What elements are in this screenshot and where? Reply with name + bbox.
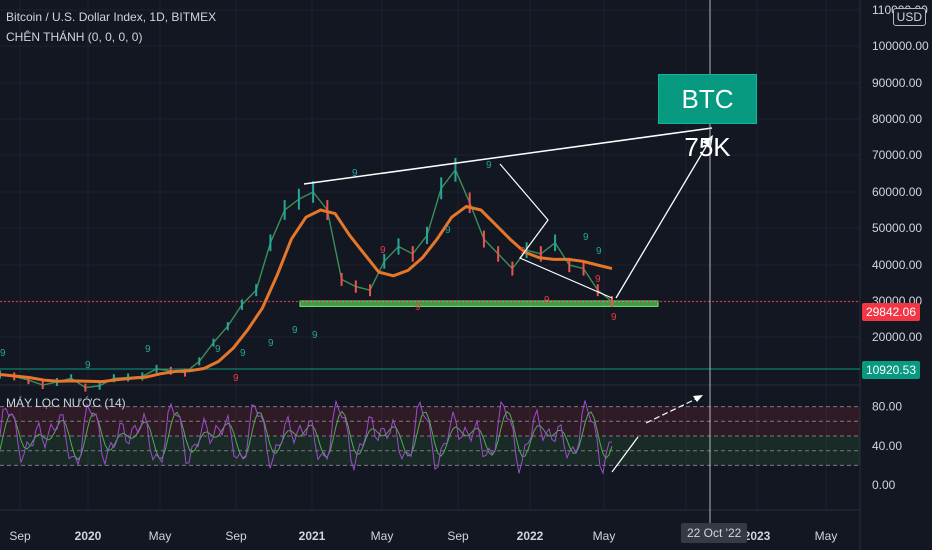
oscillator-axis-label: 80.00 <box>872 400 902 414</box>
price-line <box>0 168 613 389</box>
sequential-count: 9 <box>85 360 91 371</box>
oscillator-axis-label: 0.00 <box>872 478 896 492</box>
resistance-trendline <box>303 127 713 185</box>
time-axis[interactable]: Sep 2020 May Sep 2021 May Sep 2022 May 2023 May <box>9 529 837 543</box>
oscillator-label: MÁY LỌC NƯỚC (14) <box>6 396 126 410</box>
moving-average-line <box>0 204 613 384</box>
osc-arrowhead <box>693 395 703 402</box>
oscillator-axis-label: 40.00 <box>872 439 902 453</box>
price-axis-label: 100000.00 <box>872 39 929 53</box>
time-axis-label: May <box>815 529 838 543</box>
moving-average-series <box>0 204 613 384</box>
osc-arrow-1 <box>611 436 639 473</box>
sequential-count: 9 <box>415 302 421 313</box>
downtrend-drawing <box>499 163 613 299</box>
time-axis-label: Sep <box>447 529 469 543</box>
support-zone <box>0 300 860 370</box>
price-axis-label: 20000.00 <box>872 330 922 344</box>
sequential-count: 9 <box>352 168 358 179</box>
price-axis-label: 70000.00 <box>872 148 922 162</box>
sequential-count: 9 <box>380 245 386 256</box>
sequential-count: 9 <box>583 232 589 243</box>
sequential-count: 9 <box>312 330 318 341</box>
support-box <box>299 300 659 307</box>
oscillator-series <box>0 399 613 475</box>
symbol-title: Bitcoin / U.S. Dollar Index, 1D, BITMEX <box>6 10 217 24</box>
oscillator-signal-line <box>0 410 613 461</box>
osc-arrow-2 <box>645 396 701 424</box>
price-axis-label: 40000.00 <box>872 258 922 272</box>
sequential-count: 9 <box>292 325 298 336</box>
sequential-count: 9 <box>215 344 221 355</box>
sequential-count: 9 <box>520 246 526 257</box>
sequential-count: 9 <box>0 348 6 359</box>
time-axis-label: 2021 <box>299 529 326 543</box>
sequential-count: 9 <box>268 338 274 349</box>
time-axis-label: 2020 <box>75 529 102 543</box>
time-axis-label: May <box>149 529 172 543</box>
sequential-count: 9 <box>240 348 246 359</box>
time-axis-label: May <box>371 529 394 543</box>
oscillator-zones <box>0 406 860 466</box>
price-axis-label: 50000.00 <box>872 221 922 235</box>
time-axis-label: Sep <box>225 529 247 543</box>
price-axis[interactable]: 110000.00100000.0090000.0080000.0070000.… <box>872 3 929 492</box>
time-axis-label: 2022 <box>517 529 544 543</box>
sequential-count: 9 <box>145 344 151 355</box>
sequential-count: 9 <box>611 312 617 323</box>
price-axis-label: 60000.00 <box>872 185 922 199</box>
oscillator-main-line <box>0 399 613 475</box>
sequential-count: 9 <box>486 160 492 171</box>
sequential-count: 9 <box>596 246 602 257</box>
time-axis-label: Sep <box>9 529 31 543</box>
crosshair-date-label: 22 Oct '22 <box>681 523 748 543</box>
indicator-label: CHÊN THÁNH (0, 0, 0, 0) <box>6 30 143 44</box>
time-axis-label: May <box>593 529 616 543</box>
sequential-count: 9 <box>544 295 550 306</box>
projection-arrow <box>615 139 711 299</box>
time-axis-label: 2023 <box>744 529 771 543</box>
current-price-tag: 29842.06 <box>861 303 920 321</box>
price-series <box>0 157 613 392</box>
sequential-count: 9 <box>233 373 239 384</box>
btc-target-label: BTC 75K <box>658 74 757 162</box>
sequential-count: 9 <box>595 274 601 285</box>
currency-button[interactable]: USD <box>892 8 926 26</box>
support-price-tag: 10920.53 <box>861 361 920 379</box>
price-axis-label: 80000.00 <box>872 112 922 126</box>
sequential-count: 9 <box>445 225 451 236</box>
price-axis-label: 90000.00 <box>872 76 922 90</box>
